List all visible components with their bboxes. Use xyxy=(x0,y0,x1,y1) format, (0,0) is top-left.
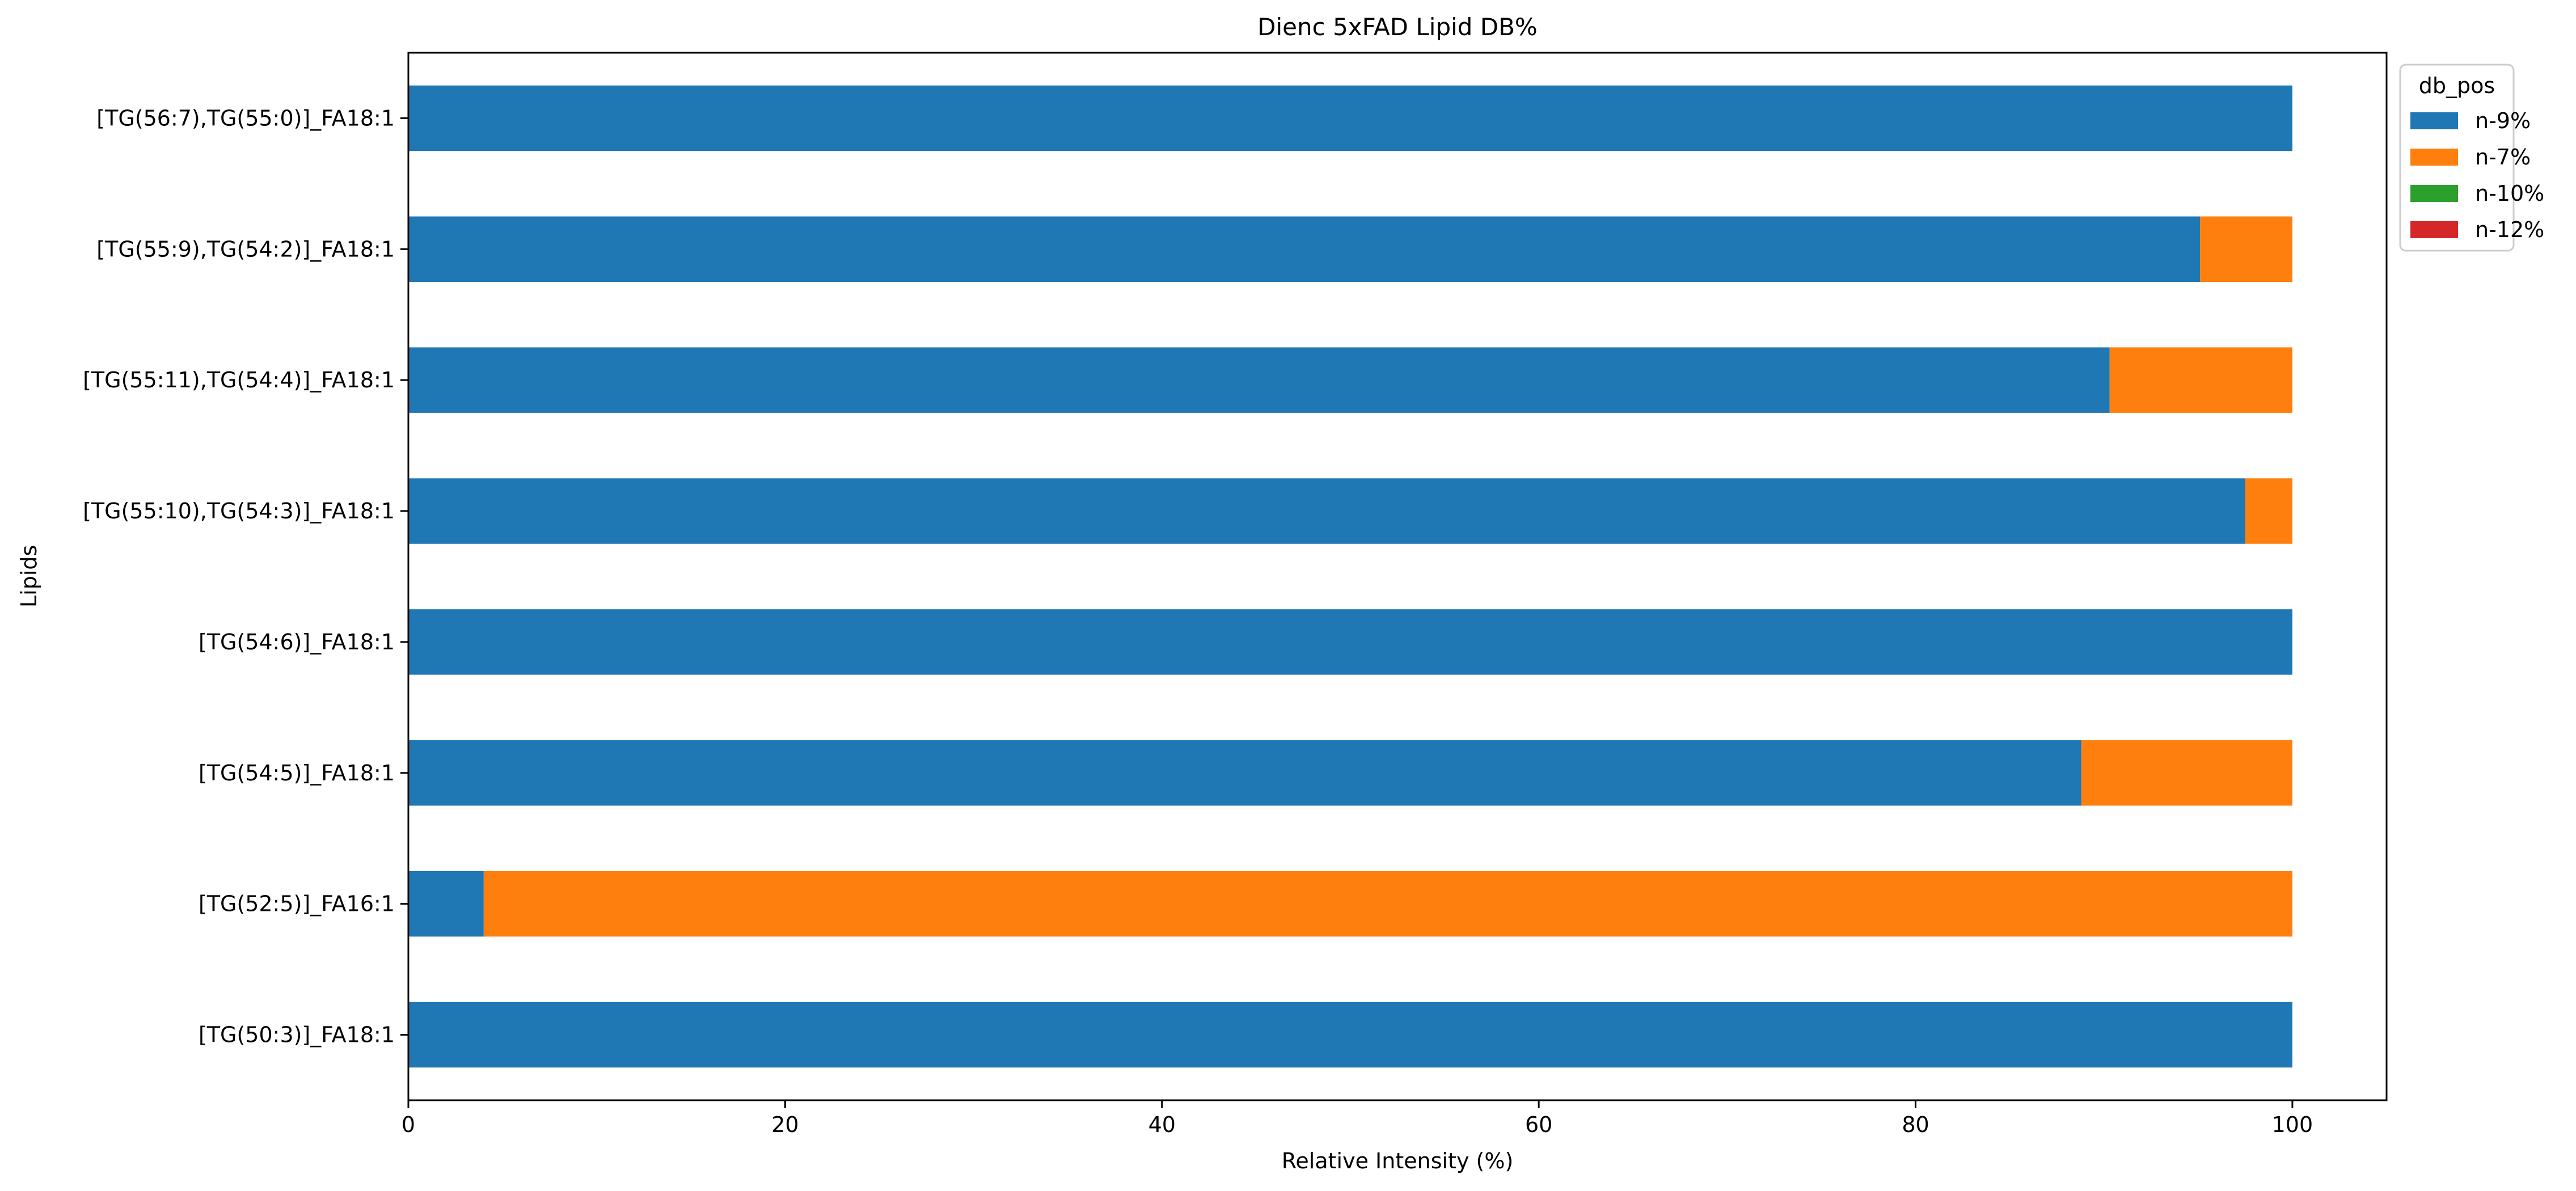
y-tick-label: [TG(55:10),TG(54:3)]_FA18:1 xyxy=(83,499,395,523)
legend-title: db_pos xyxy=(2419,73,2495,98)
bar-segment-n7-5 xyxy=(2109,347,2292,413)
bar-segment-n9-1 xyxy=(408,871,484,937)
chart-title: Dienc 5xFAD Lipid DB% xyxy=(1257,13,1538,41)
bar-segment-n9-4 xyxy=(408,478,2245,544)
bar-segment-n9-6 xyxy=(408,216,2201,282)
y-tick-label: [TG(50:3)]_FA18:1 xyxy=(199,1023,395,1048)
y-tick-label: [TG(54:6)]_FA18:1 xyxy=(199,630,395,654)
bar-segment-n9-5 xyxy=(408,347,2110,413)
y-tick-label: [TG(54:5)]_FA18:1 xyxy=(199,761,395,785)
legend-label: n-9% xyxy=(2475,108,2531,133)
bar-segment-n7-6 xyxy=(2200,216,2292,282)
legend-label: n-12% xyxy=(2475,217,2544,242)
legend-swatch xyxy=(2410,149,2458,166)
y-tick-label: [TG(56:7),TG(55:0)]_FA18:1 xyxy=(96,105,395,130)
y-tick-label: [TG(52:5)]_FA16:1 xyxy=(199,892,395,917)
legend-swatch xyxy=(2410,112,2458,129)
x-tick-label: 100 xyxy=(2272,1112,2313,1137)
y-tick-label: [TG(55:9),TG(54:2)]_FA18:1 xyxy=(96,236,395,261)
legend-items: n-9% n-7% n-10% n-12% xyxy=(2410,108,2544,242)
x-tick-label: 40 xyxy=(1148,1112,1176,1137)
bar-segment-n7-2 xyxy=(2081,740,2292,806)
legend-label: n-10% xyxy=(2475,181,2544,206)
bar-segment-n7-1 xyxy=(483,871,2292,937)
legend: db_pos n-9% n-7% n-10% n-12% xyxy=(2399,64,2544,252)
x-tick-label: 80 xyxy=(1902,1112,1929,1137)
bar-segment-n7-4 xyxy=(2245,478,2292,544)
y-ticks: [TG(50:3)]_FA18:1 [TG(52:5)]_FA16:1 [TG(54… xyxy=(83,105,408,1048)
bar-segment-n9-3 xyxy=(408,609,2292,675)
legend-swatch xyxy=(2410,221,2458,238)
x-tick-label: 0 xyxy=(402,1112,415,1137)
bar-segment-n9-2 xyxy=(408,740,2081,806)
x-axis-label: Relative Intensity (%) xyxy=(1282,1148,1514,1173)
y-axis-label: Lipids xyxy=(16,545,41,607)
y-tick-label: [TG(55:11),TG(54:4)]_FA18:1 xyxy=(83,368,395,392)
x-tick-label: 20 xyxy=(771,1112,799,1137)
bars-layer xyxy=(408,85,2292,1068)
legend-swatch xyxy=(2410,185,2458,202)
x-tick-label: 60 xyxy=(1525,1112,1552,1137)
x-ticks: 0 20 40 60 80 100 xyxy=(402,1100,2313,1137)
legend-label: n-7% xyxy=(2475,145,2531,170)
bar-segment-n9-0 xyxy=(408,1002,2292,1068)
bar-segment-n9-7 xyxy=(408,85,2292,151)
plot-frame xyxy=(407,52,2388,1101)
